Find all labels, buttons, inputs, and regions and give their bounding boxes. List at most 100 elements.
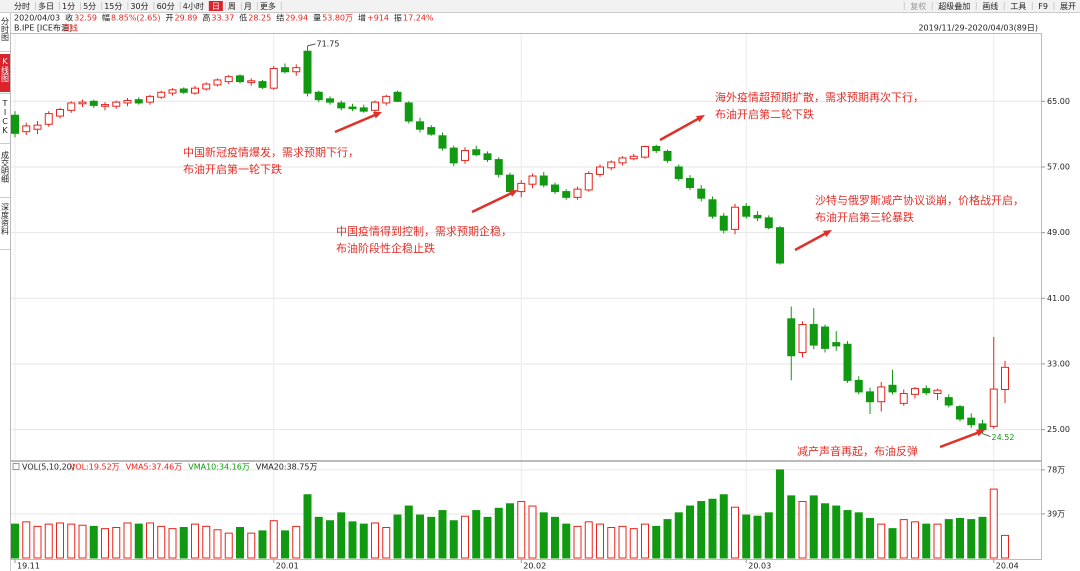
tool-button[interactable]: 复权 [910,1,926,11]
candle-body [708,199,717,217]
quote-value: 8.85%(2.65) [111,14,160,23]
candle-body [584,173,593,191]
volume-bar [933,523,942,559]
quote-label: 收 [65,13,73,23]
quote-label: 开 [165,14,173,23]
sidebar-tab[interactable]: 深度资料 [1,203,10,236]
sidebar-tab[interactable]: K线图 [1,57,10,83]
range: 2019/11/29-2020/04/03(89日) [918,24,1038,33]
volume-bar [596,523,604,559]
candle-body [899,393,908,404]
candle-body [787,318,796,357]
candle-body [449,147,458,164]
annotation-arrowhead [696,115,705,123]
volume-bar [281,530,289,559]
candle-body [506,174,514,193]
x-tick-label: 20.03 [748,562,771,571]
volume-bar [742,514,751,559]
volume-bar [944,519,953,559]
volume-bar [337,512,346,559]
candle-body [292,67,301,73]
candle-body [337,102,346,109]
tab[interactable]: 1分 [62,2,75,11]
candle-body [652,145,661,152]
tab[interactable]: 更多 [260,1,276,11]
candle-body [427,127,436,135]
volume-bar [67,523,76,559]
x-tick-label: 20.04 [996,562,1019,571]
sidebar-tab[interactable]: TICK [1,99,10,135]
volume-bar [809,495,818,559]
annotation: 布油开启第三轮暴跌 [815,210,914,224]
candle-body [663,150,672,161]
tab[interactable]: 4小时 [183,1,204,11]
volume-bar [528,505,537,559]
tab[interactable]: 15分 [104,2,122,11]
volume-bar [584,521,593,559]
volume-bar [404,505,413,559]
volume-bar [843,510,852,559]
volume-bar [866,517,874,559]
quote-value: 32.59 [74,14,97,23]
candle-body [551,184,559,193]
tab[interactable]: 30分 [130,2,148,11]
tab[interactable]: 5分 [83,2,96,11]
volume-bar [303,494,312,559]
candle-body [483,153,492,161]
sidebar-tab[interactable]: 成交明细 [1,150,10,184]
tab[interactable]: 日 [212,2,220,11]
tab[interactable]: 月 [244,2,252,11]
high-label: 71.75 [317,39,340,48]
annotation: 布油阶段性企稳止跌 [336,241,435,255]
sidebar-tab-bg [0,96,10,142]
volume-bar [179,527,188,559]
annotation: 中国新冠疫情爆发，需求预期下行， [183,145,359,159]
candle-body [967,417,976,426]
tab[interactable]: 多日 [38,1,54,11]
candle-body [247,80,256,83]
volume-bar [731,506,739,559]
tool-button[interactable]: 超级叠加 [938,1,970,11]
tab[interactable]: 分时 [14,1,30,11]
volume-bar [697,501,706,559]
sidebar-tab-bg [0,54,10,92]
tool-button[interactable]: 展开 [1060,2,1076,11]
volume-bar [269,520,278,559]
volume-bar [191,523,199,559]
volume-bar [978,516,987,559]
volume-bar [438,510,447,559]
volume-bar [956,517,964,559]
quote-label: 幅 [102,13,110,23]
tab[interactable]: 60分 [157,2,175,11]
volume-bar [832,505,841,559]
candle-body [191,87,199,94]
candle-body [67,102,76,111]
volume-bar [11,523,19,559]
sidebar-tab-bg [0,14,10,50]
tab[interactable]: 周 [228,2,236,11]
volume-bar [56,522,64,559]
tool-button[interactable]: 画线 [982,1,998,11]
volume-bar [101,528,109,559]
candle-body [843,343,852,381]
volume-bar [719,494,728,559]
annotation: 布油开启第一轮下跌 [183,162,282,176]
candle-body [809,324,818,346]
volume-bar [989,488,998,559]
volume-bar [449,520,458,559]
candle-body [281,67,289,73]
tool-button[interactable]: F9 [1038,2,1048,11]
volume-bar [112,527,121,559]
tool-button[interactable]: 工具 [1010,2,1026,11]
sidebar-tab[interactable]: 分时图 [1,17,10,42]
candle-body [202,83,211,90]
y-tick-label: 65.00 [1047,97,1070,106]
y-tick-label: 57.00 [1047,162,1070,171]
y-tick-label: 33.00 [1047,359,1070,368]
candle-body [11,114,19,134]
volume-bar [686,505,694,559]
volume-bar [517,501,526,559]
volume-bar [461,515,469,559]
annotation: 沙特与俄罗斯减产协议谈崩，价格战开启， [815,193,1024,207]
volume-bar [382,527,391,559]
